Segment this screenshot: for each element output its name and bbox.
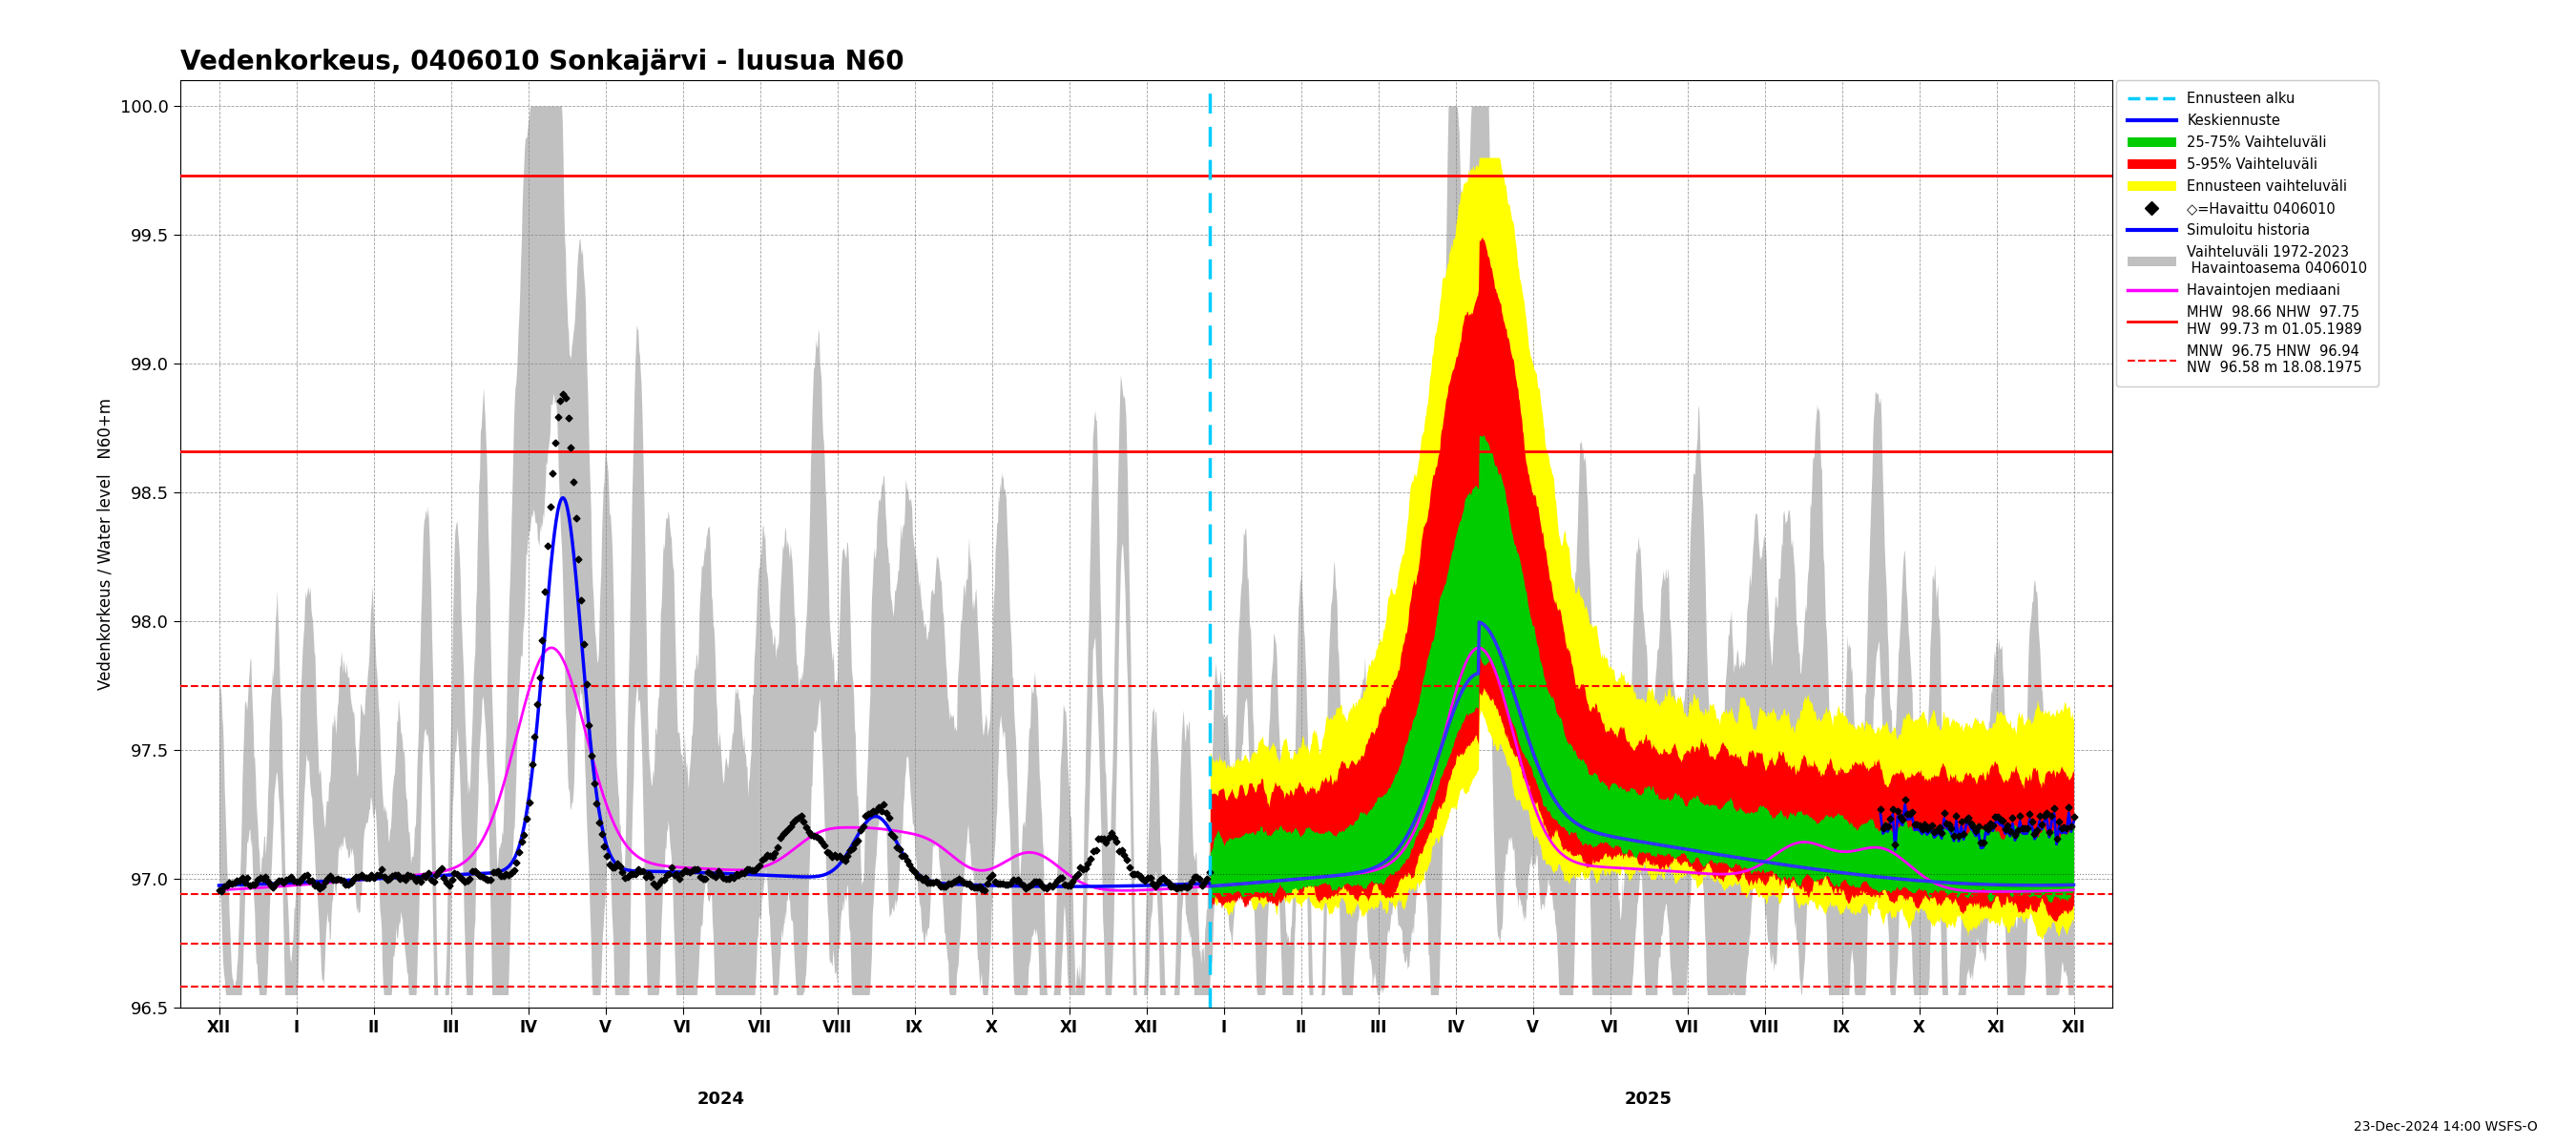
- Text: Vedenkorkeus, 0406010 Sonkajärvi - luusua N60: Vedenkorkeus, 0406010 Sonkajärvi - luusu…: [180, 48, 904, 76]
- Text: 2025: 2025: [1625, 1091, 1672, 1108]
- Text: 23-Dec-2024 14:00 WSFS-O: 23-Dec-2024 14:00 WSFS-O: [2354, 1120, 2537, 1134]
- Y-axis label: Vedenkorkeus / Water level   N60+m: Vedenkorkeus / Water level N60+m: [98, 397, 113, 689]
- Text: 2024: 2024: [698, 1091, 744, 1108]
- Legend: Ennusteen alku, Keskiennuste, 25-75% Vaihteluväli, 5-95% Vaihteluväli, Ennusteen: Ennusteen alku, Keskiennuste, 25-75% Vai…: [2117, 80, 2378, 386]
